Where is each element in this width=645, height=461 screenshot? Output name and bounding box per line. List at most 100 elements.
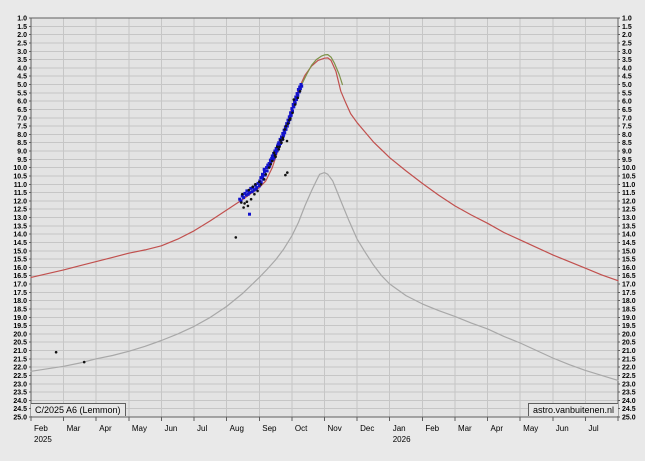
svg-text:7.0: 7.0 xyxy=(622,115,632,122)
svg-text:19.5: 19.5 xyxy=(13,323,27,330)
svg-text:May: May xyxy=(523,424,538,433)
svg-text:16.5: 16.5 xyxy=(13,273,27,280)
svg-text:9.5: 9.5 xyxy=(17,157,27,164)
svg-text:22.0: 22.0 xyxy=(622,365,636,372)
svg-text:17.0: 17.0 xyxy=(622,282,636,289)
svg-text:6.0: 6.0 xyxy=(622,99,632,106)
svg-text:5.0: 5.0 xyxy=(622,82,632,89)
svg-text:5.0: 5.0 xyxy=(17,82,27,89)
svg-text:22.5: 22.5 xyxy=(13,373,27,380)
svg-text:10.0: 10.0 xyxy=(622,165,636,172)
svg-text:19.0: 19.0 xyxy=(13,315,27,322)
svg-text:2025: 2025 xyxy=(34,435,52,444)
svg-text:Oct: Oct xyxy=(295,424,308,433)
svg-text:2.0: 2.0 xyxy=(17,32,27,39)
svg-text:7.5: 7.5 xyxy=(17,124,27,131)
svg-text:Jan: Jan xyxy=(393,424,406,433)
svg-text:14.5: 14.5 xyxy=(13,240,27,247)
svg-text:17.5: 17.5 xyxy=(13,290,27,297)
svg-text:Jun: Jun xyxy=(556,424,569,433)
svg-text:15.0: 15.0 xyxy=(622,248,636,255)
svg-text:5.5: 5.5 xyxy=(17,90,27,97)
svg-text:12.5: 12.5 xyxy=(622,207,636,214)
svg-text:7.5: 7.5 xyxy=(622,124,632,131)
svg-text:Sep: Sep xyxy=(262,424,277,433)
svg-text:9.0: 9.0 xyxy=(622,149,632,156)
svg-text:24.5: 24.5 xyxy=(13,406,27,413)
svg-text:18.0: 18.0 xyxy=(622,298,636,305)
svg-text:15.0: 15.0 xyxy=(13,248,27,255)
svg-text:21.5: 21.5 xyxy=(622,356,636,363)
svg-text:23.5: 23.5 xyxy=(622,390,636,397)
svg-text:10.5: 10.5 xyxy=(13,173,27,180)
svg-text:6.5: 6.5 xyxy=(17,107,27,114)
svg-text:1.5: 1.5 xyxy=(17,24,27,31)
svg-text:9.0: 9.0 xyxy=(17,149,27,156)
svg-text:11.5: 11.5 xyxy=(622,190,635,197)
svg-text:3.5: 3.5 xyxy=(622,57,632,64)
svg-text:2.5: 2.5 xyxy=(17,40,27,47)
comet-name-label: C/2025 A6 (Lemmon) xyxy=(31,403,126,416)
svg-text:24.0: 24.0 xyxy=(13,398,27,405)
svg-text:21.5: 21.5 xyxy=(13,356,27,363)
svg-text:4.0: 4.0 xyxy=(622,65,632,72)
svg-text:Feb: Feb xyxy=(425,424,439,433)
svg-text:Feb: Feb xyxy=(34,424,48,433)
svg-text:13.0: 13.0 xyxy=(622,215,636,222)
svg-text:20.5: 20.5 xyxy=(13,340,27,347)
svg-text:13.5: 13.5 xyxy=(13,223,27,230)
svg-text:23.5: 23.5 xyxy=(13,390,27,397)
svg-text:22.5: 22.5 xyxy=(622,373,636,380)
svg-text:15.5: 15.5 xyxy=(622,257,636,264)
svg-text:18.0: 18.0 xyxy=(13,298,27,305)
site-credit-label: astro.vanbuitenen.nl xyxy=(527,403,618,416)
svg-text:Jun: Jun xyxy=(164,424,177,433)
svg-text:18.5: 18.5 xyxy=(622,306,636,313)
svg-text:6.5: 6.5 xyxy=(622,107,632,114)
svg-text:14.0: 14.0 xyxy=(13,232,27,239)
svg-text:13.5: 13.5 xyxy=(622,223,636,230)
svg-text:Nov: Nov xyxy=(328,424,342,433)
svg-text:12.0: 12.0 xyxy=(13,198,27,205)
svg-text:18.5: 18.5 xyxy=(13,306,27,313)
svg-text:Jul: Jul xyxy=(197,424,207,433)
svg-text:12.5: 12.5 xyxy=(13,207,27,214)
svg-text:4.5: 4.5 xyxy=(622,74,632,81)
svg-text:1.5: 1.5 xyxy=(622,24,632,31)
svg-text:16.5: 16.5 xyxy=(622,273,636,280)
svg-text:2026: 2026 xyxy=(393,435,411,444)
svg-text:25.0: 25.0 xyxy=(13,415,27,422)
svg-text:May: May xyxy=(132,424,147,433)
svg-text:2.5: 2.5 xyxy=(622,40,632,47)
svg-text:16.0: 16.0 xyxy=(13,265,27,272)
svg-text:9.5: 9.5 xyxy=(622,157,632,164)
svg-text:3.0: 3.0 xyxy=(622,49,632,56)
svg-text:3.0: 3.0 xyxy=(17,49,27,56)
svg-text:1.0: 1.0 xyxy=(622,16,632,23)
svg-text:20.5: 20.5 xyxy=(622,340,636,347)
svg-text:12.0: 12.0 xyxy=(622,198,636,205)
svg-text:22.0: 22.0 xyxy=(13,365,27,372)
svg-text:Aug: Aug xyxy=(230,424,244,433)
svg-text:3.5: 3.5 xyxy=(17,57,27,64)
svg-text:24.5: 24.5 xyxy=(622,406,636,413)
svg-text:10.5: 10.5 xyxy=(622,173,636,180)
svg-text:17.0: 17.0 xyxy=(13,282,27,289)
svg-text:20.0: 20.0 xyxy=(13,331,27,338)
svg-text:16.0: 16.0 xyxy=(622,265,636,272)
svg-text:19.5: 19.5 xyxy=(622,323,636,330)
svg-text:15.5: 15.5 xyxy=(13,257,27,264)
svg-text:11.0: 11.0 xyxy=(622,182,635,189)
svg-text:4.0: 4.0 xyxy=(17,65,27,72)
svg-text:Apr: Apr xyxy=(491,424,504,433)
svg-text:24.0: 24.0 xyxy=(622,398,636,405)
svg-text:25.0: 25.0 xyxy=(622,415,636,422)
svg-text:Mar: Mar xyxy=(458,424,472,433)
svg-text:21.0: 21.0 xyxy=(13,348,27,355)
svg-text:8.5: 8.5 xyxy=(622,140,632,147)
svg-text:20.0: 20.0 xyxy=(622,331,636,338)
svg-text:19.0: 19.0 xyxy=(622,315,636,322)
svg-text:8.5: 8.5 xyxy=(17,140,27,147)
svg-text:13.0: 13.0 xyxy=(13,215,27,222)
